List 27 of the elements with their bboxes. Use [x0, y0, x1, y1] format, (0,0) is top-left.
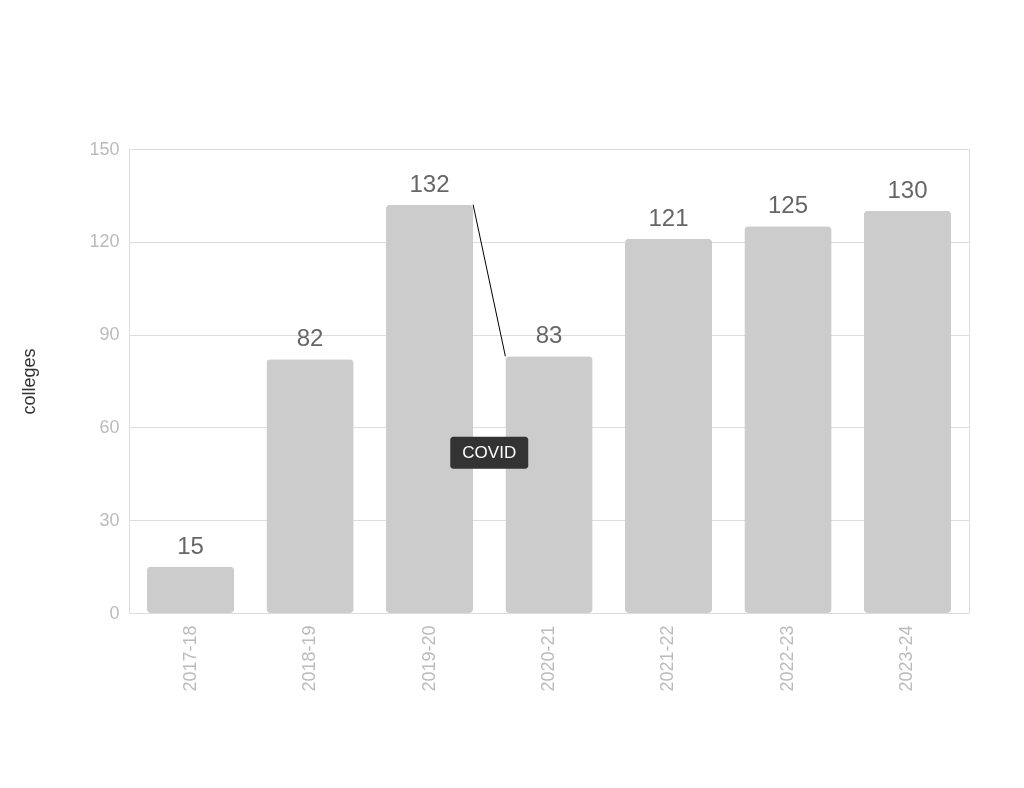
y-tick-label: 120: [89, 231, 120, 252]
data-label: 82: [296, 324, 324, 352]
bar: [266, 359, 354, 613]
y-tick-label: 0: [109, 602, 120, 623]
x-tick-label: 2017-18: [179, 625, 200, 692]
bar: [744, 226, 832, 613]
y-tick-label: 30: [99, 509, 120, 530]
x-tick-label: 2022-23: [776, 625, 797, 692]
bar: [624, 238, 713, 613]
data-label: 15: [177, 531, 204, 559]
data-label: 130: [887, 175, 928, 203]
data-label: 83: [535, 321, 563, 349]
data-label: 125: [767, 191, 808, 219]
y-tick-label: 90: [99, 324, 120, 345]
data-label: 121: [648, 203, 689, 231]
annotation: COVID: [462, 442, 517, 462]
x-tick-label: 2019-20: [418, 625, 439, 692]
x-tick-label: 2020-21: [538, 625, 558, 692]
x-tick-label: 2018-19: [299, 625, 320, 692]
bar: [146, 566, 235, 613]
y-tick-label: 60: [99, 416, 120, 437]
data-label: 132: [409, 169, 450, 197]
y-tick-label: 150: [89, 138, 120, 159]
x-tick-label: 2021-22: [657, 625, 678, 692]
x-tick-label: 2023-24: [896, 625, 917, 692]
bar: [863, 210, 952, 613]
y-axis-title: colleges: [19, 348, 40, 415]
